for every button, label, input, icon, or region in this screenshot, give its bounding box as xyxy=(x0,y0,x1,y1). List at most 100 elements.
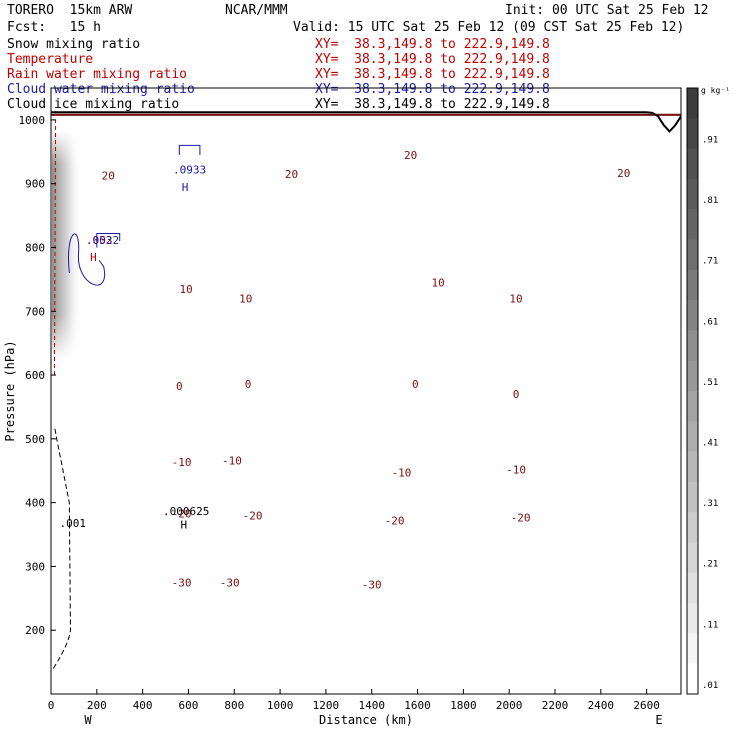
contour-label: 0 xyxy=(412,378,419,391)
colorbar-segment xyxy=(687,360,698,392)
colorbar-segment xyxy=(687,421,698,453)
x-tick-label: 2600 xyxy=(633,699,660,712)
colorbar-segment xyxy=(687,148,698,180)
extremum-label: .0933 xyxy=(173,164,206,177)
contour-label-bg xyxy=(168,575,195,589)
field-xy-rain: XY= 38.3,149.8 to 222.9,149.8 xyxy=(315,67,550,82)
field-xy-temperature: XY= 38.3,149.8 to 222.9,149.8 xyxy=(315,52,550,67)
x-tick-label: 1600 xyxy=(404,699,431,712)
contour-label: -30 xyxy=(362,578,382,591)
extremum-label: .052 xyxy=(86,234,113,247)
mixing-ratio-contours xyxy=(51,111,682,669)
field-name-cloud-ice: Cloud ice mixing ratio xyxy=(7,97,180,112)
contour-label: -30 xyxy=(172,576,192,589)
contour-label-bg xyxy=(235,376,262,390)
colorbar-segment xyxy=(687,391,698,422)
contour-label: -10 xyxy=(506,463,526,476)
contour-label: -10 xyxy=(222,455,242,468)
temperature-contour-labels: -30 -30 -30 -20 -20 -20 -20 -10 -10 -10 -10 0 0 0 0 10 1… xyxy=(95,147,637,591)
west-label: W xyxy=(84,713,92,727)
colorbar-segment xyxy=(687,330,698,362)
east-label: E xyxy=(655,713,662,727)
x-tick-label: 1000 xyxy=(267,699,294,712)
colorbar-segment xyxy=(687,269,698,301)
colorbar-segment xyxy=(687,88,698,119)
terrain-line xyxy=(51,111,682,133)
contour-label-bg xyxy=(381,513,408,527)
contour-label: 10 xyxy=(509,293,522,306)
field-name-rain: Rain water mixing ratio xyxy=(7,67,188,82)
extremum-label: H xyxy=(90,251,97,264)
forecast-hour: Fcst: 15 h xyxy=(7,20,101,35)
contour-label-bg xyxy=(402,376,429,390)
field-xy-snow: XY= 38.3,149.8 to 222.9,149.8 xyxy=(315,37,550,52)
plot-frame xyxy=(50,87,682,695)
y-tick-label: 700 xyxy=(25,305,45,318)
colorbar-label: .31 xyxy=(702,499,718,509)
cloud-water-contour xyxy=(96,232,121,248)
field-xy-cloud-ice: XY= 38.3,149.8 to 222.9,149.8 xyxy=(315,97,550,112)
colorbar-units: g kg⁻¹ xyxy=(701,86,730,95)
contour-label-bg xyxy=(278,167,305,181)
y-tick-label: 600 xyxy=(25,369,45,382)
contour-label: -10 xyxy=(172,456,192,469)
contour-label-bg xyxy=(239,508,266,522)
field-name-snow: Snow mixing ratio xyxy=(7,37,141,52)
colorbar-label: .91 xyxy=(702,136,718,146)
contour-label: 0 xyxy=(245,378,252,391)
colorbar-segment xyxy=(687,118,698,150)
init-time: Init: 00 UTC Sat 25 Feb 12 xyxy=(505,3,709,18)
y-tick-label: 500 xyxy=(25,433,45,446)
contour-label: 20 xyxy=(617,167,630,180)
contour-label-bg xyxy=(425,275,452,289)
colorbar-segment xyxy=(687,300,698,331)
colorbar-segment xyxy=(687,572,698,604)
extremum-label: H xyxy=(182,181,189,194)
valid-time: Valid: 15 UTC Sat 25 Feb 12 (09 CST Sat … xyxy=(293,20,685,35)
colorbar-segment xyxy=(687,542,698,574)
x-tick-label: 2400 xyxy=(588,699,615,712)
colorbar-segment xyxy=(687,481,698,513)
colorbar-segment xyxy=(687,663,698,695)
x-tick-label: 1200 xyxy=(313,699,340,712)
contour-label: -30 xyxy=(220,576,240,589)
contour-label-bg xyxy=(216,575,243,589)
contour-label: 20 xyxy=(285,168,298,181)
contour-label: 10 xyxy=(432,277,445,290)
contour-label-bg xyxy=(397,147,424,161)
contour-label-bg xyxy=(507,510,534,524)
contour-label-bg xyxy=(503,291,530,305)
colorbar-label: .81 xyxy=(702,196,718,206)
extremum-label: H xyxy=(181,518,188,531)
y-tick-label: 400 xyxy=(25,497,45,510)
contour-label: -20 xyxy=(385,514,405,527)
y-tick-label: 300 xyxy=(25,560,45,573)
colorbar-label: .51 xyxy=(702,378,718,388)
contour-label-bg xyxy=(95,168,122,182)
contour-label: -20 xyxy=(172,507,192,520)
contour-label-bg xyxy=(388,465,415,479)
contour-label-bg xyxy=(358,577,385,591)
contour-label-bg xyxy=(173,281,200,295)
contour-label: 20 xyxy=(102,169,115,182)
contour-label: -10 xyxy=(392,467,412,480)
cloud-ice-contour xyxy=(52,425,71,669)
x-tick-label: 400 xyxy=(133,699,153,712)
contour-label-bg xyxy=(166,378,193,392)
extremum-label: .000625 xyxy=(163,505,209,518)
model-title: TORERO 15km ARW xyxy=(7,3,133,18)
x-tick-label: 2200 xyxy=(542,699,569,712)
contour-label-bg xyxy=(503,462,530,476)
cloud-water-contour xyxy=(178,144,201,155)
contour-label-bg xyxy=(503,387,530,401)
contour-label: 20 xyxy=(404,149,417,162)
x-tick-label: 1400 xyxy=(358,699,385,712)
extremum-label: .001 xyxy=(60,517,87,530)
y-tick-label: 1000 xyxy=(19,114,46,127)
contour-label-bg xyxy=(610,165,637,179)
y-tick-label: 900 xyxy=(25,178,45,191)
field-xy-cloud-water: XY= 38.3,149.8 to 222.9,149.8 xyxy=(315,82,550,97)
field-name-cloud-water: Cloud water mixing ratio xyxy=(7,82,195,97)
x-tick-label: 200 xyxy=(87,699,107,712)
